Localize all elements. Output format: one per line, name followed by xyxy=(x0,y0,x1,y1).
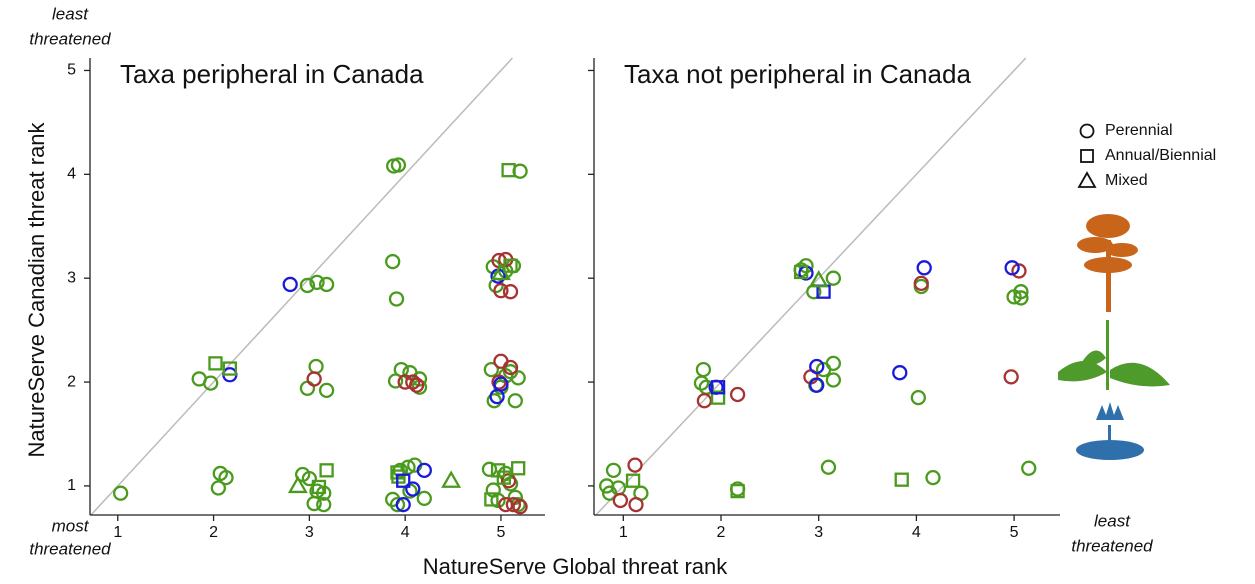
point xyxy=(630,498,643,511)
point xyxy=(512,462,524,474)
herb-icon xyxy=(1058,320,1170,390)
y-tick-label: 2 xyxy=(67,373,76,390)
aquatic-icon xyxy=(1076,402,1144,460)
figure: NatureServe Canadian threat rank NatureS… xyxy=(0,0,1255,584)
x-tick-label: 5 xyxy=(1010,524,1019,541)
point xyxy=(509,394,522,407)
x-axis-label: NatureServe Global threat rank xyxy=(423,554,728,579)
annotation: most xyxy=(52,516,90,535)
x-tick-label: 3 xyxy=(814,524,823,541)
x-tick-label: 2 xyxy=(717,524,726,541)
y-tick-label: 3 xyxy=(67,269,76,286)
y-tick-label: 4 xyxy=(67,166,76,183)
point xyxy=(697,363,710,376)
point xyxy=(209,357,221,369)
point xyxy=(443,473,459,487)
x-tick-label: 1 xyxy=(619,524,628,541)
point xyxy=(731,388,744,401)
x-tick-label: 3 xyxy=(305,524,314,541)
point xyxy=(1022,462,1035,475)
point xyxy=(614,494,627,507)
legend-symbol xyxy=(1079,173,1095,187)
annotation: threatened xyxy=(29,29,111,48)
point xyxy=(827,373,840,386)
point xyxy=(629,459,642,472)
point xyxy=(308,372,321,385)
point xyxy=(827,272,840,285)
x-tick-label: 5 xyxy=(496,524,505,541)
x-tick-label: 2 xyxy=(209,524,218,541)
point xyxy=(912,391,925,404)
y-tick-label: 5 xyxy=(67,62,76,79)
point xyxy=(395,363,408,376)
legend-label: Perennial xyxy=(1105,122,1173,139)
panel-title: Taxa not peripheral in Canada xyxy=(624,59,971,89)
point xyxy=(390,292,403,305)
point xyxy=(926,471,939,484)
annotation: threatened xyxy=(1071,536,1153,555)
point xyxy=(1005,370,1018,383)
annotation: threatened xyxy=(29,539,111,558)
legend-label: Annual/Biennial xyxy=(1105,147,1216,164)
point xyxy=(896,474,908,486)
point xyxy=(504,285,517,298)
annotation: least xyxy=(1094,511,1131,530)
x-tick-label: 4 xyxy=(401,524,410,541)
legend-symbol xyxy=(1081,150,1093,162)
panel-title: Taxa peripheral in Canada xyxy=(120,59,424,89)
point xyxy=(918,261,931,274)
x-tick-label: 1 xyxy=(113,524,122,541)
point xyxy=(494,355,507,368)
point xyxy=(321,464,333,476)
x-tick-label: 4 xyxy=(912,524,921,541)
point xyxy=(607,464,620,477)
point xyxy=(204,377,217,390)
point xyxy=(310,360,323,373)
tree-icon xyxy=(1077,214,1138,312)
point xyxy=(301,382,314,395)
y-axis-label: NatureServe Canadian threat rank xyxy=(24,121,49,457)
point xyxy=(114,487,127,500)
annotation: least xyxy=(52,4,89,23)
point xyxy=(386,255,399,268)
legend-label: Mixed xyxy=(1105,172,1148,189)
point xyxy=(827,357,840,370)
point xyxy=(212,481,225,494)
point xyxy=(893,366,906,379)
point xyxy=(320,384,333,397)
point xyxy=(284,278,297,291)
point xyxy=(822,461,835,474)
y-tick-label: 1 xyxy=(67,477,76,494)
legend-symbol xyxy=(1081,125,1094,138)
point xyxy=(418,492,431,505)
